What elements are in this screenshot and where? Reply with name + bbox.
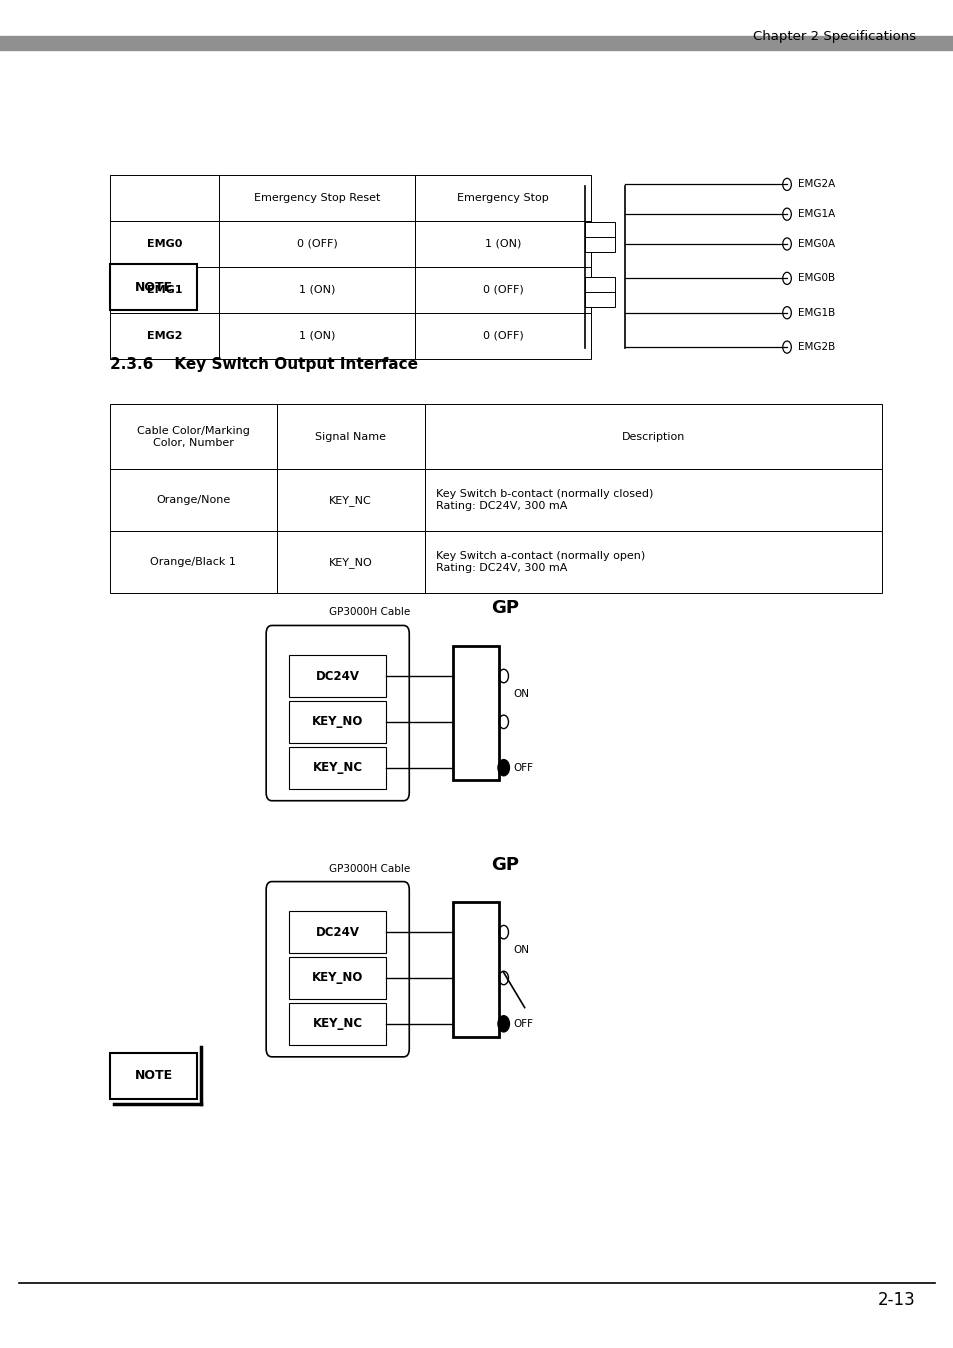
Text: 0 (OFF): 0 (OFF) [296, 239, 337, 249]
Text: 1 (ON): 1 (ON) [298, 330, 335, 341]
Bar [110, 267, 219, 313]
Text: Description: Description [621, 431, 684, 442]
Bar [219, 175, 415, 221]
Text: EMG0A: EMG0A [798, 239, 835, 249]
Text: KEY_NO: KEY_NO [329, 557, 372, 568]
FancyBboxPatch shape [266, 625, 409, 801]
Text: KEY_NC: KEY_NC [313, 1018, 362, 1030]
Text: Emergency Stop Reset: Emergency Stop Reset [253, 193, 380, 204]
Bar [276, 531, 424, 593]
Bar [110, 1053, 197, 1099]
Bar [453, 902, 498, 1037]
Text: EMG2: EMG2 [147, 330, 182, 341]
Text: 1 (ON): 1 (ON) [298, 284, 335, 295]
Text: KEY_NC: KEY_NC [313, 762, 362, 774]
Bar [584, 222, 615, 252]
Text: EMG1A: EMG1A [798, 209, 835, 220]
Text: ON: ON [513, 689, 529, 698]
Text: Cable Color/Marking
Color, Number: Cable Color/Marking Color, Number [136, 426, 250, 448]
Text: GP3000H Cable: GP3000H Cable [329, 608, 410, 617]
Text: 2.3.6    Key Switch Output Interface: 2.3.6 Key Switch Output Interface [110, 357, 417, 372]
Text: OFF: OFF [513, 1019, 533, 1029]
Bar [424, 531, 882, 593]
Text: DC24V: DC24V [315, 926, 359, 938]
Bar [424, 469, 882, 531]
Bar [110, 264, 197, 310]
Text: Key Switch b-contact (normally closed)
Rating: DC24V, 300 mA: Key Switch b-contact (normally closed) R… [436, 489, 653, 511]
Bar [584, 278, 615, 307]
Text: 1 (ON): 1 (ON) [484, 239, 521, 249]
Text: Signal Name: Signal Name [314, 431, 386, 442]
Text: EMG0B: EMG0B [798, 274, 835, 283]
Text: EMG1: EMG1 [147, 284, 182, 295]
Bar [289, 701, 386, 743]
Text: Orange/Black 1: Orange/Black 1 [150, 557, 236, 568]
Bar [289, 655, 386, 697]
Text: DC24V: DC24V [315, 670, 359, 682]
Bar [0, 36, 953, 50]
Text: EMG1B: EMG1B [798, 307, 835, 318]
FancyBboxPatch shape [266, 882, 409, 1057]
Text: ON: ON [513, 945, 529, 954]
Bar [219, 313, 415, 359]
Text: GP: GP [491, 600, 518, 617]
Text: Orange/None: Orange/None [156, 495, 230, 506]
Text: 0 (OFF): 0 (OFF) [482, 284, 523, 295]
Bar [415, 221, 591, 267]
Text: KEY_NO: KEY_NO [312, 716, 363, 728]
Circle shape [497, 1016, 509, 1033]
Bar [289, 957, 386, 999]
Bar [219, 221, 415, 267]
Text: Key Switch a-contact (normally open)
Rating: DC24V, 300 mA: Key Switch a-contact (normally open) Rat… [436, 551, 644, 573]
Bar [276, 404, 424, 469]
Text: GP3000H Cable: GP3000H Cable [329, 864, 410, 874]
Text: KEY_NC: KEY_NC [329, 495, 372, 506]
Bar [110, 469, 276, 531]
Bar [415, 267, 591, 313]
Text: NOTE: NOTE [134, 280, 172, 294]
Text: 0 (OFF): 0 (OFF) [482, 330, 523, 341]
Text: EMG0: EMG0 [147, 239, 182, 249]
Text: 2-13: 2-13 [877, 1291, 915, 1309]
Text: OFF: OFF [513, 763, 533, 772]
Text: NOTE: NOTE [134, 1069, 172, 1082]
Text: GP: GP [491, 856, 518, 874]
Bar [110, 175, 219, 221]
Bar [415, 175, 591, 221]
Bar [110, 404, 276, 469]
Text: EMG2B: EMG2B [798, 342, 835, 352]
Bar [276, 469, 424, 531]
Bar [424, 404, 882, 469]
Bar [219, 267, 415, 313]
Bar [110, 221, 219, 267]
Text: EMG2A: EMG2A [798, 179, 835, 190]
Text: Chapter 2 Specifications: Chapter 2 Specifications [752, 30, 915, 43]
Text: KEY_NO: KEY_NO [312, 972, 363, 984]
Text: Emergency Stop: Emergency Stop [456, 193, 549, 204]
Bar [110, 313, 219, 359]
Bar [415, 313, 591, 359]
Bar [110, 531, 276, 593]
Bar [453, 646, 498, 780]
Circle shape [497, 759, 509, 775]
Bar [289, 1003, 386, 1045]
Bar [289, 747, 386, 789]
Bar [289, 911, 386, 953]
